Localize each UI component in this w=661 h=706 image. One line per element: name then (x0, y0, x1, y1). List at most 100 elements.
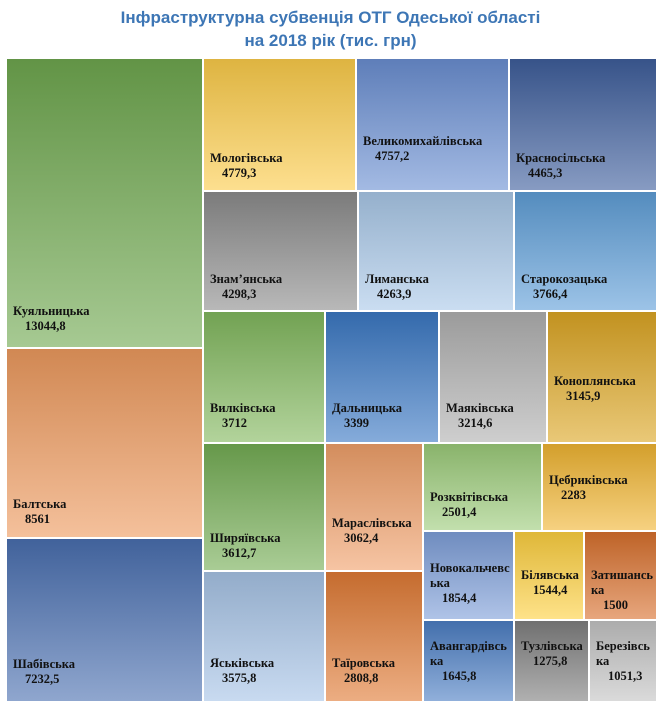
cell-value: 3712 (222, 416, 247, 430)
cell-label: Новокальчевська 1854,4 (430, 561, 511, 606)
cell-value: 4465,3 (528, 166, 563, 180)
cell-value: 13044,8 (25, 319, 66, 333)
treemap-cell-20: Затишанська 1500 (584, 531, 657, 620)
cell-name: Мологівська (210, 151, 283, 165)
treemap-cell-13: Коноплянська 3145,9 (547, 311, 657, 443)
cell-value: 1544,4 (533, 583, 568, 597)
cell-value: 3766,4 (533, 287, 568, 301)
cell-name: Вилківська (210, 401, 276, 415)
cell-value: 3145,9 (566, 389, 601, 403)
treemap-cell-7: Знам’янська 4298,3 (203, 191, 358, 311)
cell-name: Красносільська (516, 151, 606, 165)
treemap-cell-6: Красносільська 4465,3 (509, 58, 657, 191)
treemap-cell-19: Білявська 1544,4 (514, 531, 584, 620)
treemap-cell-2: Балтська 8561 (6, 348, 203, 538)
cell-label: Вилківська 3712 (210, 401, 322, 431)
cell-name: Куяльницька (13, 304, 90, 318)
cell-value: 1854,4 (442, 591, 477, 605)
cell-name: Білявська (521, 568, 579, 582)
treemap-cell-8: Лиманська 4263,9 (358, 191, 514, 311)
cell-value: 3399 (344, 416, 369, 430)
cell-label: Знам’янська 4298,3 (210, 272, 355, 302)
cell-label: Ширяївська 3612,7 (210, 531, 322, 561)
chart-title-line-1: Інфраструктурна субвенція ОТГ Одеської о… (120, 8, 541, 27)
cell-name: Тузлівська (521, 639, 583, 653)
cell-label: Мараслівська 3062,4 (332, 516, 420, 546)
cell-value: 1645,8 (442, 669, 477, 683)
cell-name: Цебриківська (549, 473, 628, 487)
cell-name: Знам’янська (210, 272, 283, 286)
treemap-cell-3: Шабівська 7232,5 (6, 538, 203, 702)
cell-name: Балтська (13, 497, 67, 511)
treemap-cell-5: Великомихайлівська 4757,2 (356, 58, 509, 191)
treemap-cell-4: Мологівська 4779,3 (203, 58, 356, 191)
cell-value: 2808,8 (344, 671, 379, 685)
chart-title-line-2: на 2018 рік (тис. грн) (244, 31, 417, 50)
treemap-cell-12: Маяківська 3214,6 (439, 311, 547, 443)
treemap-cell-14: Ширяївська 3612,7 (203, 443, 325, 571)
cell-value: 4263,9 (377, 287, 412, 301)
cell-value: 4779,3 (222, 166, 257, 180)
cell-label: Тузлівська 1275,8 (521, 639, 586, 669)
cell-name: Новокальчевська (430, 561, 510, 590)
cell-label: Коноплянська 3145,9 (554, 374, 654, 404)
cell-name: Шабівська (13, 657, 76, 671)
cell-value: 8561 (25, 512, 50, 526)
cell-name: Затишанська (591, 568, 654, 597)
treemap-cell-21: Яськівська 3575,8 (203, 571, 325, 702)
cell-name: Ширяївська (210, 531, 281, 545)
cell-value: 3612,7 (222, 546, 257, 560)
cell-name: Великомихайлівська (363, 134, 483, 148)
cell-value: 4757,2 (375, 149, 410, 163)
cell-label: Балтська 8561 (13, 497, 200, 527)
cell-label: Яськівська 3575,8 (210, 656, 322, 686)
cell-label: Дальницька 3399 (332, 401, 436, 431)
cell-label: Затишанська 1500 (591, 568, 654, 613)
cell-name: Дальницька (332, 401, 403, 415)
cell-name: Розквітівська (430, 490, 508, 504)
cell-value: 2501,4 (442, 505, 477, 519)
cell-label: Лиманська 4263,9 (365, 272, 511, 302)
cell-label: Білявська 1544,4 (521, 568, 581, 598)
cell-name: Таїровська (332, 656, 395, 670)
cell-label: Великомихайлівська 4757,2 (363, 134, 506, 164)
cell-name: Старокозацька (521, 272, 608, 286)
cell-label: Маяківська 3214,6 (446, 401, 544, 431)
cell-value: 1500 (603, 598, 628, 612)
cell-value: 4298,3 (222, 287, 257, 301)
chart-title: Інфраструктурна субвенція ОТГ Одеської о… (0, 6, 661, 52)
treemap-cell-25: Березівська 1051,3 (589, 620, 657, 702)
treemap-cell-11: Дальницька 3399 (325, 311, 439, 443)
cell-name: Березівська (596, 639, 650, 668)
cell-value: 3575,8 (222, 671, 257, 685)
treemap-cell-1: Куяльницька 13044,8 (6, 58, 203, 348)
cell-value: 1051,3 (608, 669, 643, 683)
treemap-cell-9: Старокозацька 3766,4 (514, 191, 657, 311)
treemap-cell-23: Авангардівська 1645,8 (423, 620, 514, 702)
cell-name: Лиманська (365, 272, 429, 286)
cell-name: Яськівська (210, 656, 275, 670)
cell-label: Мологівська 4779,3 (210, 151, 353, 181)
treemap-cell-10: Вилківська 3712 (203, 311, 325, 443)
cell-name: Мараслівська (332, 516, 412, 530)
treemap-cell-22: Таїровська 2808,8 (325, 571, 423, 702)
treemap-cell-15: Мараслівська 3062,4 (325, 443, 423, 571)
cell-value: 3214,6 (458, 416, 493, 430)
treemap-cell-17: Цебриківська 2283 (542, 443, 657, 531)
cell-value: 2283 (561, 488, 586, 502)
treemap-cell-16: Розквітівська 2501,4 (423, 443, 542, 531)
cell-label: Цебриківська 2283 (549, 473, 654, 503)
cell-label: Шабівська 7232,5 (13, 657, 200, 687)
cell-label: Березівська 1051,3 (596, 639, 654, 684)
treemap-cell-18: Новокальчевська 1854,4 (423, 531, 514, 620)
cell-name: Авангардівська (430, 639, 507, 668)
cell-label: Красносільська 4465,3 (516, 151, 654, 181)
cell-value: 7232,5 (25, 672, 60, 686)
cell-label: Таїровська 2808,8 (332, 656, 420, 686)
cell-value: 3062,4 (344, 531, 379, 545)
cell-label: Старокозацька 3766,4 (521, 272, 654, 302)
cell-name: Коноплянська (554, 374, 636, 388)
treemap-cell-24: Тузлівська 1275,8 (514, 620, 589, 702)
cell-value: 1275,8 (533, 654, 568, 668)
